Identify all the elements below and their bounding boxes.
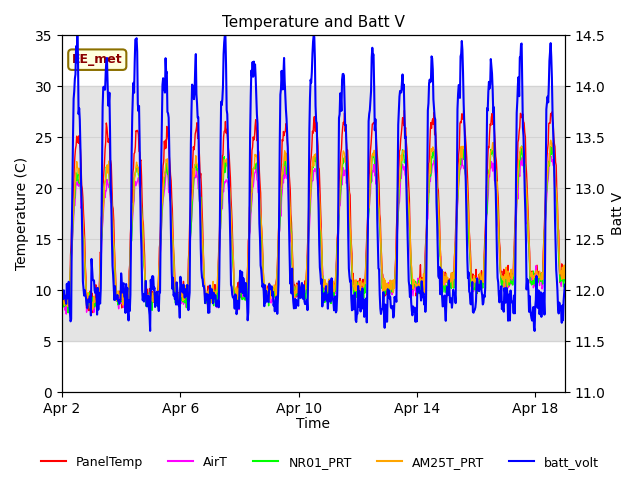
Legend: PanelTemp, AirT, NR01_PRT, AM25T_PRT, batt_volt: PanelTemp, AirT, NR01_PRT, AM25T_PRT, ba…	[36, 451, 604, 474]
Text: EE_met: EE_met	[72, 53, 123, 66]
Y-axis label: Batt V: Batt V	[611, 192, 625, 235]
Y-axis label: Temperature (C): Temperature (C)	[15, 157, 29, 270]
X-axis label: Time: Time	[296, 418, 330, 432]
Title: Temperature and Batt V: Temperature and Batt V	[222, 15, 405, 30]
Bar	[62, 86, 565, 341]
